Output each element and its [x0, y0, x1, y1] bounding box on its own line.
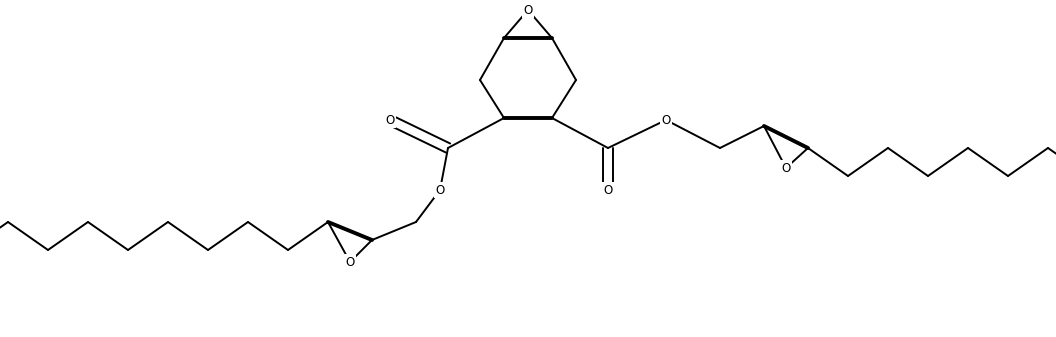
Text: O: O	[661, 114, 671, 126]
Text: O: O	[385, 114, 395, 126]
Text: O: O	[435, 184, 445, 196]
Text: O: O	[345, 255, 355, 269]
Text: O: O	[524, 3, 532, 17]
Text: O: O	[781, 161, 791, 175]
Text: O: O	[603, 184, 612, 196]
